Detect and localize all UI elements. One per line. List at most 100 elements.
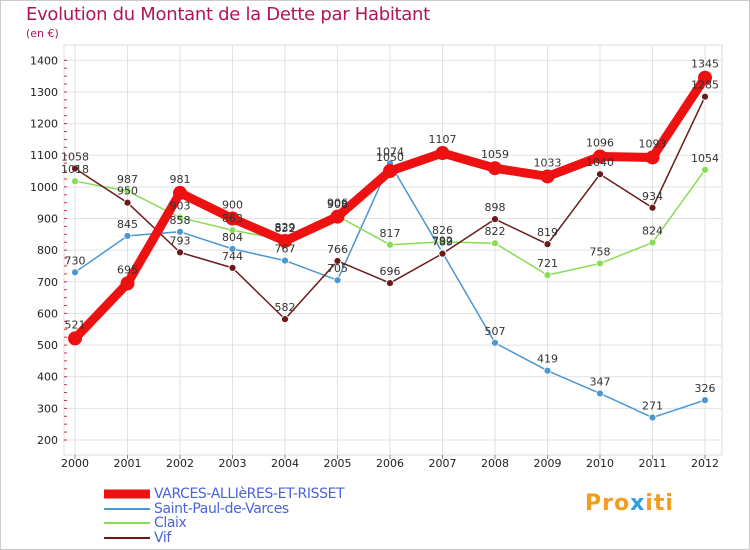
data-label-3: 744 [222,250,243,263]
data-label-0: 1093 [639,137,667,150]
data-label-2: 758 [590,245,611,258]
data-label-1: 804 [222,231,243,244]
chart-title: Evolution du Montant de la Dette par Hab… [26,4,430,25]
data-point-0 [488,161,502,176]
data-point-0 [593,149,607,164]
data-label-2: 721 [537,257,558,270]
data-point-2 [596,259,604,268]
y-tick-label: 500 [37,339,58,352]
data-point-3 [386,279,394,287]
y-tick-label: 600 [37,307,58,320]
data-label-3: 793 [170,234,191,247]
data-point-1 [71,268,79,277]
x-tick-label: 2004 [271,457,299,470]
data-label-1: 767 [275,243,296,256]
data-label-2: 817 [380,227,401,240]
y-tick-label: 200 [37,434,58,447]
x-tick-label: 2009 [534,457,562,470]
data-label-1: 792 [432,235,453,248]
y-tick-label: 1200 [30,118,58,131]
data-label-0: 906 [327,197,348,210]
legend-swatch-vif [104,536,150,539]
legend: VARCES-ALLIèRES-ET-RISSET Saint-Paul-de-… [104,487,345,546]
data-label-2: 824 [642,225,663,238]
data-label-1: 507 [485,325,506,338]
legend-item-vif: Vif [104,530,344,546]
data-point-3 [71,164,79,173]
x-tick-label: 2003 [219,457,247,470]
data-point-0 [698,70,712,85]
chart-subtitle: (en €) [26,27,59,40]
data-label-0: 1033 [534,156,562,169]
data-label-1: 730 [65,254,86,267]
legend-label-claix: Claix [154,515,187,531]
data-label-1: 1074 [376,145,404,158]
data-label-1: 347 [590,375,611,388]
y-tick-label: 400 [37,371,58,384]
data-label-3: 696 [380,265,401,278]
data-label-2: 908 [327,198,348,211]
data-point-3 [333,257,342,265]
y-tick-label: 300 [37,402,58,415]
proxiti-logo: Proxiti [585,491,674,516]
logo-part-3: iti [645,491,674,516]
data-label-2: 903 [170,200,191,213]
data-point-0 [383,164,397,179]
data-label-2: 822 [485,225,506,238]
x-tick-label: 2006 [376,457,404,470]
data-point-3 [596,170,604,179]
data-label-0: 1050 [376,151,404,164]
y-tick-label: 1400 [30,54,58,67]
data-point-1 [123,232,132,240]
y-tick-label: 700 [37,276,58,289]
data-label-3: 934 [642,190,663,203]
y-tick-label: 800 [37,244,58,257]
x-tick-label: 2000 [61,457,89,470]
data-label-3: 950 [117,185,138,198]
data-label-1: 271 [642,400,663,413]
data-label-2: 832 [275,222,296,235]
data-point-2 [386,240,394,249]
data-point-3 [123,198,132,207]
data-point-2 [176,213,184,222]
x-tick-label: 2007 [429,457,457,470]
data-point-1 [596,389,604,398]
data-point-0 [225,211,240,226]
data-label-0: 521 [65,318,86,331]
logo-part-1: Pro [585,491,631,516]
data-point-0 [68,331,82,346]
data-point-3 [648,203,657,212]
legend-swatch-claix [104,522,150,525]
legend-item-claix: Claix [104,516,344,531]
data-label-3: 1058 [61,151,89,164]
data-point-0 [120,276,135,291]
data-label-2: 1018 [61,163,89,176]
data-label-0: 1345 [691,58,719,71]
data-point-1 [491,338,499,347]
data-label-0: 1059 [481,148,509,161]
data-label-0: 1107 [429,133,457,146]
data-label-3: 582 [275,301,296,314]
x-tick-label: 2008 [481,457,509,470]
data-point-0 [540,169,555,184]
data-point-3 [228,263,237,272]
x-tick-label: 2012 [691,457,719,470]
data-point-3 [491,215,499,224]
data-point-0 [330,209,345,224]
data-point-1 [648,413,657,422]
data-label-1: 419 [537,353,558,366]
data-point-0 [173,185,187,200]
data-label-2: 987 [117,173,138,186]
data-label-3: 898 [485,201,506,214]
data-point-1 [281,256,289,265]
data-label-0: 695 [117,263,138,276]
data-point-0 [278,233,292,248]
data-point-2 [438,238,447,246]
data-label-2: 1054 [691,152,719,165]
data-label-3: 819 [537,226,558,239]
logo-part-2: x [630,491,646,516]
y-tick-label: 1000 [30,181,58,194]
data-label-2: 863 [222,212,243,225]
